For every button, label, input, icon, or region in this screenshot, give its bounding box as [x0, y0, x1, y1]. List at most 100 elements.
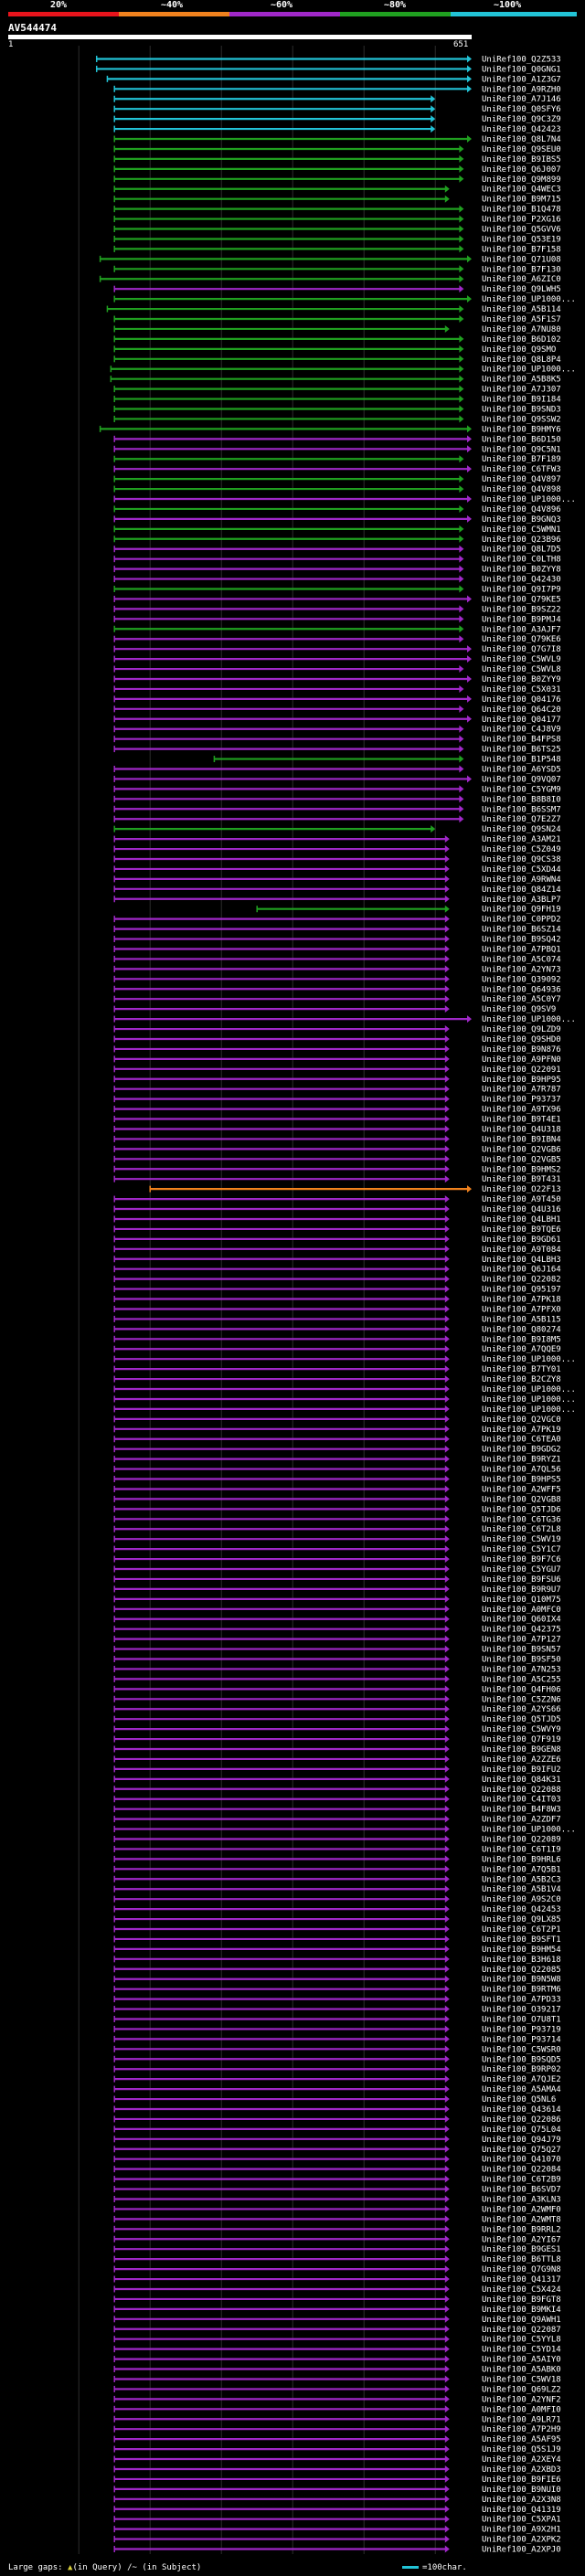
hit-row[interactable]: UniRef100_Q9LZD9	[113, 1025, 561, 1034]
hit-row[interactable]: UniRef100_Q42423	[113, 125, 561, 134]
hit-row[interactable]: UniRef100_Q9SHD0	[113, 1034, 561, 1044]
hit-row[interactable]: UniRef100_A3BLP7	[113, 895, 561, 905]
hit-row[interactable]: UniRef100_Q7G7I8	[113, 645, 561, 654]
hit-row[interactable]: UniRef100_Q23B96	[113, 535, 561, 545]
hit-row[interactable]: UniRef100_C5WVL8	[113, 665, 561, 674]
hit-row[interactable]: UniRef100_Q95197	[113, 1285, 561, 1295]
hit-row[interactable]: UniRef100_B9RP02	[113, 2065, 561, 2074]
hit-row[interactable]: UniRef100_UP1000...	[113, 1355, 576, 1364]
hit-row[interactable]: UniRef100_B9HMY6	[99, 425, 561, 434]
hit-row[interactable]: UniRef100_O22F13	[149, 1185, 561, 1194]
hit-row[interactable]: UniRef100_B9HP95	[113, 1075, 561, 1085]
hit-row[interactable]: UniRef100_A2YI67	[113, 2235, 561, 2244]
hit-row[interactable]: UniRef100_A5C074	[113, 955, 561, 964]
hit-row[interactable]: UniRef100_Q9VQ07	[113, 775, 561, 784]
hit-row[interactable]: UniRef100_C0PPD2	[113, 915, 561, 925]
hit-row[interactable]: UniRef100_C0LTH8	[113, 555, 561, 565]
hit-row[interactable]: UniRef100_Q75Q27	[113, 2145, 561, 2155]
hit-row[interactable]: UniRef100_C5YD14	[113, 2345, 561, 2355]
hit-row[interactable]: UniRef100_Q2VGB6	[113, 1145, 561, 1154]
hit-row[interactable]: UniRef100_A2XEY4	[113, 2455, 561, 2465]
hit-row[interactable]: UniRef100_Q10M75	[113, 1595, 561, 1605]
hit-row[interactable]: UniRef100_Q2VGC0	[113, 1415, 561, 1425]
hit-row[interactable]: UniRef100_A2X3N8	[113, 2495, 561, 2505]
hit-row[interactable]: UniRef100_B6D150	[113, 435, 561, 444]
hit-row[interactable]: UniRef100_A7PK19	[113, 1425, 561, 1435]
hit-row[interactable]: UniRef100_A7PD33	[113, 1995, 561, 2005]
hit-row[interactable]: UniRef100_B9FGT8	[113, 2295, 561, 2305]
hit-row[interactable]: UniRef100_B9I8M5	[113, 1335, 561, 1344]
hit-row[interactable]: UniRef100_A6YSD5	[113, 765, 561, 774]
hit-row[interactable]: UniRef100_Q8L8P4	[113, 355, 561, 365]
hit-row[interactable]: UniRef100_A0MFC0	[113, 1605, 561, 1615]
hit-row[interactable]: UniRef100_B9SN57	[113, 1645, 561, 1655]
hit-row[interactable]: UniRef100_A5B114	[106, 305, 561, 314]
hit-row[interactable]: UniRef100_B9GES1	[113, 2245, 561, 2254]
hit-row[interactable]: UniRef100_A3AJF7	[113, 625, 561, 634]
hit-row[interactable]: UniRef100_Q22087	[113, 2325, 561, 2335]
hit-row[interactable]: UniRef100_A3KLN3	[113, 2195, 561, 2204]
hit-row[interactable]: UniRef100_B7F189	[113, 455, 561, 464]
hit-row[interactable]: UniRef100_A5B115	[113, 1315, 561, 1324]
hit-row[interactable]: UniRef100_Q71U08	[99, 255, 561, 264]
hit-row[interactable]: UniRef100_Q84K31	[113, 1775, 561, 1785]
hit-row[interactable]: UniRef100_Q9SN24	[113, 825, 561, 834]
hit-row[interactable]: UniRef100_B9NUI0	[113, 2485, 561, 2495]
hit-row[interactable]: UniRef100_P93719	[113, 2025, 561, 2034]
hit-row[interactable]: UniRef100_A7NU80	[113, 324, 561, 334]
hit-row[interactable]: UniRef100_Q0GNG1	[95, 65, 561, 74]
hit-row[interactable]: UniRef100_B6TS25	[113, 745, 561, 755]
hit-row[interactable]: UniRef100_C6T2B9	[113, 2175, 561, 2185]
hit-row[interactable]: UniRef100_C4IT03	[113, 1795, 561, 1805]
hit-row[interactable]: UniRef100_C5Z049	[113, 845, 561, 854]
hit-row[interactable]: UniRef100_C6TG36	[113, 1515, 561, 1524]
hit-row[interactable]: UniRef100_Q64936	[113, 985, 561, 994]
hit-row[interactable]: UniRef100_B9FIE6	[113, 2475, 561, 2485]
hit-row[interactable]: UniRef100_C5WV18	[113, 2375, 561, 2384]
hit-row[interactable]: UniRef100_Q4V898	[113, 485, 561, 494]
hit-row[interactable]: UniRef100_Q5GVV6	[113, 225, 561, 235]
hit-row[interactable]: UniRef100_Q84Z14	[113, 885, 561, 895]
hit-row[interactable]: UniRef100_Q39092	[113, 975, 561, 984]
hit-row[interactable]: UniRef100_Q9M899	[113, 175, 561, 185]
hit-row[interactable]: UniRef100_B7F158	[113, 245, 561, 254]
hit-row[interactable]: UniRef100_Q5TJD5	[113, 1715, 561, 1724]
hit-row[interactable]: UniRef100_Q9AWH1	[113, 2315, 561, 2325]
hit-row[interactable]: UniRef100_UP1000...	[113, 295, 576, 304]
hit-row[interactable]: UniRef100_A5B8K5	[110, 375, 561, 385]
hit-row[interactable]: UniRef100_Q9SSW2	[113, 415, 561, 424]
hit-row[interactable]: UniRef100_B9FSU6	[113, 1574, 561, 1585]
hit-row[interactable]: UniRef100_B7F130	[113, 265, 561, 274]
hit-row[interactable]: UniRef100_B9R9U7	[113, 1585, 561, 1595]
hit-row[interactable]: UniRef100_UP1000...	[113, 1385, 576, 1394]
hit-row[interactable]: UniRef100_A0MFI0	[113, 2405, 561, 2414]
hit-row[interactable]: UniRef100_UP1000...	[113, 1825, 576, 1835]
hit-row[interactable]: UniRef100_A2WFF5	[113, 1485, 561, 1494]
hit-row[interactable]: UniRef100_UP1000...	[110, 365, 576, 375]
hit-row[interactable]: UniRef100_A9X2H1	[113, 2525, 561, 2535]
hit-row[interactable]: UniRef100_B9GEN8	[113, 1745, 561, 1754]
hit-row[interactable]: UniRef100_A5B2C3	[113, 1875, 561, 1884]
hit-row[interactable]: UniRef100_B6SSM7	[113, 805, 561, 814]
hit-row[interactable]: UniRef100_Q4V896	[113, 504, 561, 514]
hit-row[interactable]: UniRef100_A9RWN4	[113, 875, 561, 885]
hit-row[interactable]: UniRef100_A1Z3G7	[106, 75, 561, 84]
hit-row[interactable]: UniRef100_O7U8T1	[113, 2015, 561, 2024]
hit-row[interactable]: UniRef100_Q8L7N4	[113, 135, 561, 144]
hit-row[interactable]: UniRef100_B9SFT1	[113, 1935, 561, 1945]
hit-row[interactable]: UniRef100_B9PMJ4	[113, 615, 561, 624]
hit-row[interactable]: UniRef100_Q5S1J9	[113, 2445, 561, 2454]
hit-row[interactable]: UniRef100_A5C255	[113, 1675, 561, 1684]
hit-row[interactable]: UniRef100_Q5TJD6	[113, 1505, 561, 1514]
hit-row[interactable]: UniRef100_Q22084	[113, 2165, 561, 2175]
hit-row[interactable]: UniRef100_A9T450	[113, 1195, 561, 1204]
hit-row[interactable]: UniRef100_A2YN73	[113, 965, 561, 974]
hit-row[interactable]: UniRef100_Q42430	[113, 575, 561, 585]
hit-row[interactable]: UniRef100_A7QL56	[113, 1465, 561, 1475]
hit-row[interactable]: UniRef100_C5WMN1	[113, 525, 561, 535]
hit-row[interactable]: UniRef100_B9F7C6	[113, 1555, 561, 1564]
hit-row[interactable]: UniRef100_Q9SV9	[113, 1005, 556, 1014]
hit-row[interactable]: UniRef100_Q2VGB5	[113, 1155, 561, 1164]
hit-row[interactable]: UniRef100_A9RZH0	[113, 85, 561, 94]
hit-row[interactable]: UniRef100_B9HPS5	[113, 1475, 561, 1485]
